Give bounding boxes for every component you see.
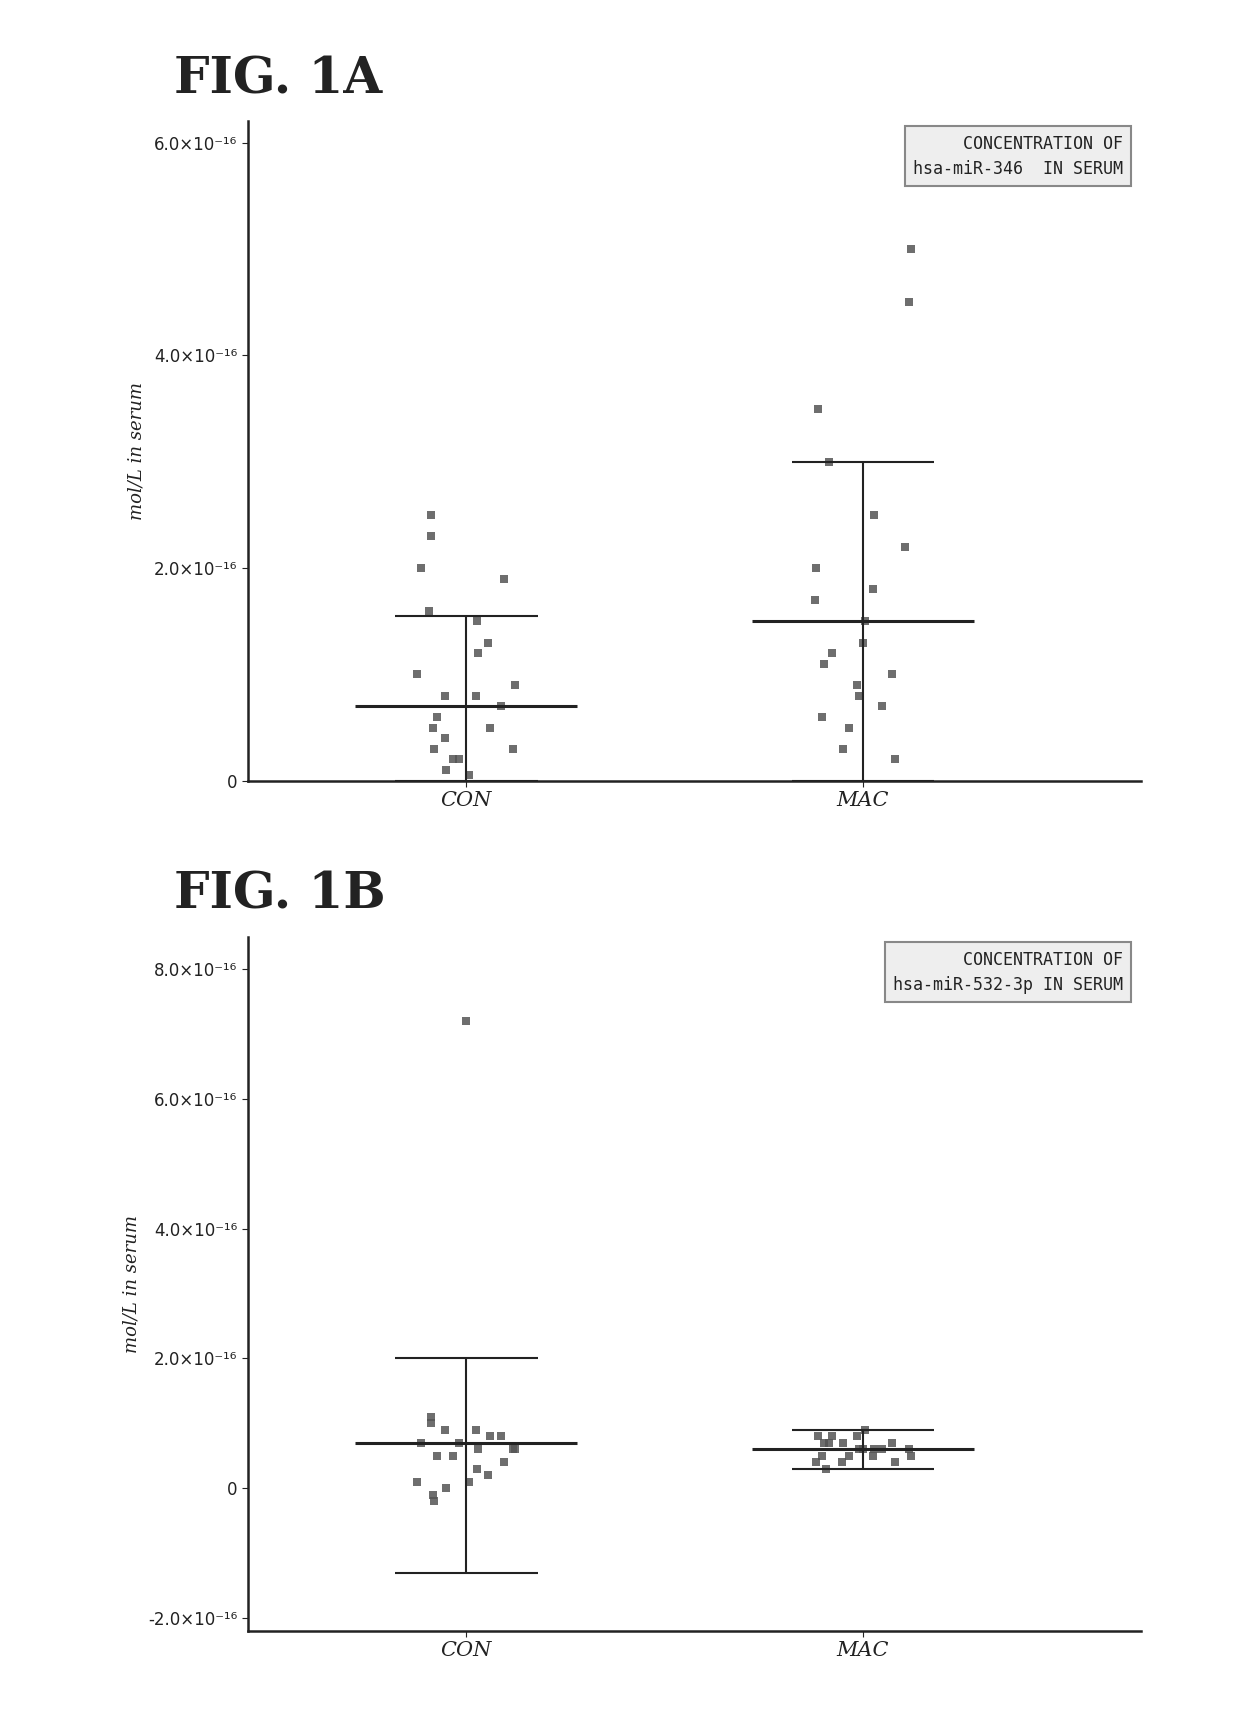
Point bbox=[854, 607, 874, 635]
Point bbox=[832, 1449, 852, 1476]
Point bbox=[885, 1449, 905, 1476]
Point bbox=[872, 692, 892, 720]
Point bbox=[885, 746, 905, 774]
Point bbox=[494, 1449, 513, 1476]
Point bbox=[839, 1442, 859, 1470]
Point bbox=[459, 1468, 479, 1496]
Point bbox=[833, 1430, 853, 1457]
Point bbox=[847, 671, 867, 699]
Point bbox=[899, 288, 919, 316]
Point bbox=[820, 448, 839, 475]
Point bbox=[899, 1435, 919, 1463]
Point bbox=[808, 1423, 828, 1450]
Point bbox=[853, 628, 873, 656]
Point bbox=[494, 566, 513, 593]
Point bbox=[883, 1430, 903, 1457]
Point bbox=[424, 736, 444, 763]
Point bbox=[863, 1442, 883, 1470]
Point bbox=[410, 1430, 430, 1457]
Point bbox=[435, 682, 455, 710]
Point bbox=[806, 1449, 826, 1476]
Point bbox=[505, 1435, 525, 1463]
Point bbox=[808, 394, 828, 422]
Point bbox=[427, 1442, 446, 1470]
Point bbox=[815, 1430, 835, 1457]
Point bbox=[420, 1404, 440, 1431]
Y-axis label: mol/L in serum: mol/L in serum bbox=[128, 382, 146, 520]
Point bbox=[410, 553, 430, 581]
Point bbox=[854, 1416, 874, 1444]
Point bbox=[435, 1416, 455, 1444]
Point bbox=[822, 1423, 842, 1450]
Point bbox=[806, 553, 826, 581]
Point bbox=[812, 703, 832, 730]
Point bbox=[901, 236, 921, 264]
Text: CONCENTRATION OF
hsa-miR-346  IN SERUM: CONCENTRATION OF hsa-miR-346 IN SERUM bbox=[913, 135, 1123, 177]
Point bbox=[820, 1430, 839, 1457]
Point bbox=[466, 682, 486, 710]
Point bbox=[424, 1480, 444, 1508]
Point bbox=[833, 736, 853, 763]
Point bbox=[822, 638, 842, 666]
Point bbox=[407, 661, 427, 689]
Point bbox=[505, 671, 525, 699]
Point bbox=[420, 522, 440, 550]
Point bbox=[477, 1461, 497, 1489]
Point bbox=[420, 501, 440, 529]
Point bbox=[895, 533, 915, 560]
Text: FIG. 1B: FIG. 1B bbox=[174, 871, 386, 920]
Point bbox=[847, 1423, 867, 1450]
Point bbox=[444, 746, 464, 774]
Point bbox=[424, 1487, 444, 1515]
Point bbox=[424, 713, 444, 741]
Point bbox=[502, 736, 522, 763]
Point bbox=[466, 1456, 486, 1483]
Point bbox=[449, 746, 469, 774]
Point bbox=[848, 1435, 868, 1463]
Point bbox=[436, 756, 456, 784]
Point bbox=[467, 1435, 487, 1463]
Point bbox=[436, 1475, 456, 1503]
Point bbox=[435, 723, 455, 751]
Point bbox=[901, 1442, 921, 1470]
Point bbox=[444, 1442, 464, 1470]
Y-axis label: mol/L in serum: mol/L in serum bbox=[122, 1214, 140, 1353]
Point bbox=[502, 1435, 522, 1463]
Point bbox=[427, 703, 446, 730]
Point bbox=[459, 762, 479, 789]
Point bbox=[491, 1423, 511, 1450]
Point bbox=[883, 661, 903, 689]
Point bbox=[491, 692, 511, 720]
Point bbox=[420, 1409, 440, 1437]
Point bbox=[805, 586, 825, 614]
Point bbox=[815, 651, 835, 678]
Point bbox=[812, 1442, 832, 1470]
Point bbox=[816, 1456, 836, 1483]
Point bbox=[477, 628, 497, 656]
Point bbox=[853, 1435, 873, 1463]
Point bbox=[466, 1416, 486, 1444]
Point bbox=[419, 597, 439, 625]
Point bbox=[839, 713, 859, 741]
Point bbox=[480, 1423, 500, 1450]
Point bbox=[848, 682, 868, 710]
Point bbox=[466, 607, 486, 635]
Point bbox=[407, 1468, 427, 1496]
Point bbox=[480, 713, 500, 741]
Point bbox=[456, 1008, 476, 1036]
Point bbox=[864, 1435, 884, 1463]
Text: FIG. 1A: FIG. 1A bbox=[174, 56, 382, 104]
Text: CONCENTRATION OF
hsa-miR-532-3p IN SERUM: CONCENTRATION OF hsa-miR-532-3p IN SERUM bbox=[893, 951, 1123, 994]
Point bbox=[864, 501, 884, 529]
Point bbox=[872, 1435, 892, 1463]
Point bbox=[467, 638, 487, 666]
Point bbox=[863, 576, 883, 604]
Point bbox=[449, 1430, 469, 1457]
